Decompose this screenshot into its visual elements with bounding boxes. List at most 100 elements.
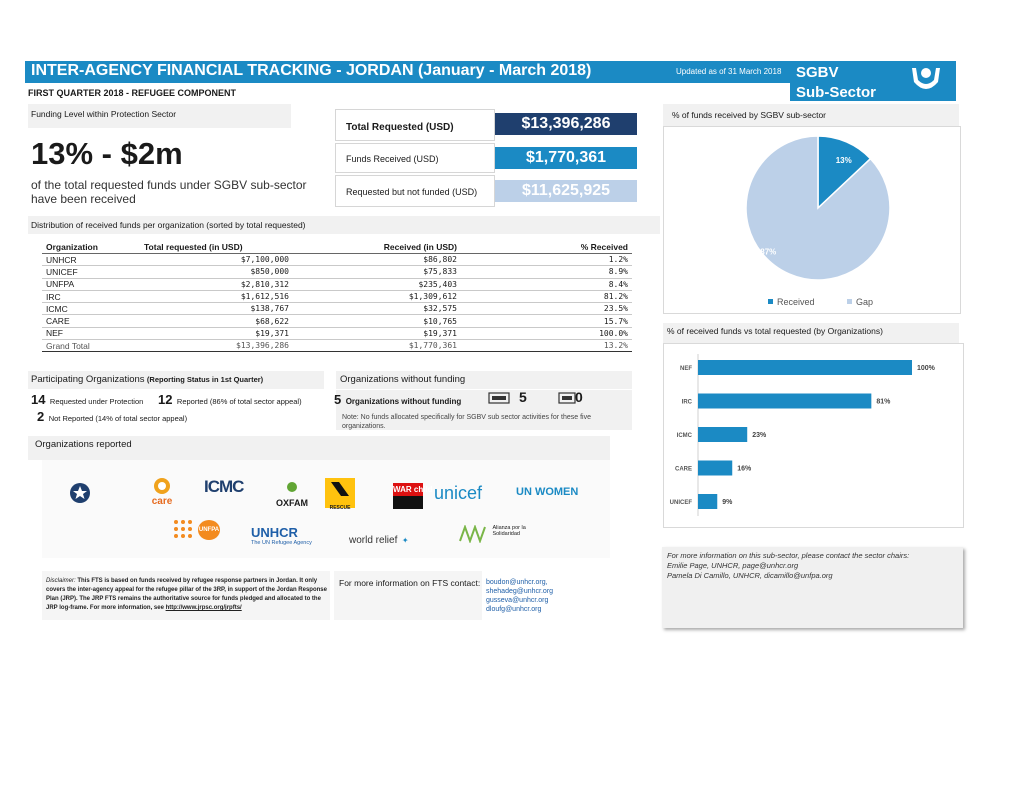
sector-contact-intro: For more information on this sub-sector,… — [667, 551, 910, 560]
orgs-reported-band — [28, 436, 610, 460]
participating-title: Participating Organizations — [31, 374, 145, 385]
fts-contact-panel — [334, 571, 482, 620]
table-row: UNICEF $850,000 $75,833 8.9% — [42, 265, 632, 279]
received-value: $1,770,361 — [495, 147, 637, 169]
warchild-logo-text: WAR child — [393, 483, 433, 496]
requested-count-item: 14 Requested under Protection — [31, 391, 143, 409]
bar-category-label: UNICEF — [670, 500, 693, 506]
table-row: ICMC $138,767 $32,575 23.5% — [42, 302, 632, 316]
disclaimer-title: Disclaimer: — [46, 578, 76, 584]
contact-email[interactable]: gusseva@unhcr.org — [486, 597, 549, 604]
distribution-band — [28, 216, 660, 234]
without-funding-panel — [336, 390, 632, 430]
reported-count-text: Reported (86% of total sector appeal) — [176, 397, 302, 406]
worldrelief-mark-icon: ✦ — [401, 536, 409, 545]
contact-email[interactable]: boudon@unhcr.org, — [486, 579, 548, 586]
table-header-row: Organization Total requested (in USD) Re… — [42, 241, 632, 254]
rescue-logo-text: RESCUE — [329, 505, 351, 511]
disclaimer-text: This FTS is based on funds received by r… — [46, 578, 327, 611]
bar-icmc — [698, 427, 748, 442]
legend-swatch — [847, 299, 852, 304]
table-total-row: Grand Total $13,396,286 $1,770,361 13.2% — [42, 339, 632, 353]
percent-cell: 15.7% — [461, 314, 632, 328]
org-cell: UNHCR — [42, 253, 140, 267]
received-cell: $235,403 — [293, 278, 461, 291]
care-logo-text: care — [151, 496, 173, 507]
percent-cell: 23.5% — [461, 302, 632, 316]
legend-swatch — [768, 299, 773, 304]
unfunded-label-box: Requested but not funded (USD) — [335, 175, 495, 207]
received-cell: $32,575 — [293, 302, 461, 316]
bar-chart: NEF 100% IRC 81% ICMC 23% CARE 16% UNICEF 9% — [670, 354, 936, 516]
sector-contact: For more information on this sub-sector,… — [667, 551, 909, 581]
total-received-cell: $1,770,361 — [293, 339, 461, 353]
ngo-count: 5 — [519, 389, 527, 405]
legend-label: Gap — [856, 297, 873, 307]
requested-count-text: Requested under Protection — [49, 397, 144, 406]
org-cell: UNFPA — [42, 278, 140, 291]
unfpa-dots-icon — [174, 520, 192, 538]
funding-headline: 13% - $2m — [31, 136, 183, 171]
rescue-logo: RESCUE — [325, 478, 355, 511]
bar-category-label: IRC — [682, 400, 693, 406]
requested-count: 14 — [31, 392, 46, 407]
percent-cell: 8.4% — [461, 278, 632, 291]
org-cell: NEF — [42, 327, 140, 341]
bar-care — [698, 460, 733, 476]
sector-name: SGBV Sub-Sector — [796, 63, 886, 103]
without-funding-note: Note: No funds allocated specifically fo… — [342, 414, 592, 430]
column-header: % Received — [461, 241, 632, 254]
orgs-reported-label: Organizations reported — [35, 439, 132, 450]
unhcr-logo-text: UNHCR — [251, 525, 298, 540]
bar-label-band — [663, 323, 959, 343]
subtitle: FIRST QUARTER 2018 - REFUGEE COMPONENT — [28, 88, 237, 98]
disclaimer-link[interactable]: http://www.jrpsc.org/jrpfts/ — [165, 605, 242, 611]
received-cell: $75,833 — [293, 265, 461, 279]
received-label-box: Funds Received (USD) — [335, 143, 495, 173]
requested-cell: $1,612,516 — [140, 290, 293, 304]
reported-count: 12 — [158, 392, 173, 407]
unicef-logo: unicef — [434, 483, 483, 503]
contact-email[interactable]: shehadeg@unhcr.org — [486, 588, 554, 595]
unfpa-logo: UNFPA — [198, 520, 220, 540]
pie-slice-received — [817, 135, 872, 210]
sector-box — [790, 61, 956, 101]
column-header: Total requested (in USD) — [140, 241, 293, 254]
requested-label-box: Total Requested (USD) — [335, 109, 495, 141]
bar-nef — [698, 360, 912, 375]
warchild-logo: WAR child — [393, 483, 433, 509]
requested-cell: $138,767 — [140, 302, 293, 316]
sector-contact-box — [662, 547, 963, 628]
bar-data-label: 23% — [752, 432, 767, 439]
bar-data-label: 81% — [876, 399, 891, 406]
disclaimer: Disclaimer: This FTS is based on funds r… — [46, 577, 328, 613]
reported-count-item: 12 Reported (86% of total sector appeal) — [158, 391, 302, 409]
bar-irc — [698, 393, 872, 409]
without-funding-count: 5 — [334, 392, 342, 407]
bar-data-label: 9% — [722, 499, 733, 506]
total-label-cell: Grand Total — [42, 339, 140, 353]
funding-level-band — [28, 104, 291, 128]
received-cell: $86,802 — [293, 253, 461, 267]
percent-cell: 1.2% — [461, 253, 632, 267]
total-requested-cell: $13,396,286 — [140, 339, 293, 353]
distribution-label: Distribution of received funds per organ… — [31, 220, 306, 230]
bar-unicef — [698, 494, 718, 509]
pie-chart-label: % of funds received by SGBV sub-sector — [672, 110, 827, 120]
table-row: UNFPA $2,810,312 $235,403 8.4% — [42, 278, 632, 291]
requested-cell: $2,810,312 — [140, 278, 293, 291]
sector-contact-chair: Emilie Page, UNHCR, page@unhcr.org — [667, 561, 799, 570]
funding-description: of the total requested funds under SGBV … — [31, 178, 307, 206]
logos-panel — [42, 460, 610, 558]
unwomen-logo: UN WOMEN — [516, 486, 579, 498]
table-row: IRC $1,612,516 $1,309,612 81.2% — [42, 290, 632, 304]
column-header: Organization — [42, 241, 140, 254]
oxfam-logo-text: OXFAM — [275, 498, 308, 508]
sector-contact-chair: Pamela Di Camillo, UNHCR, dicamillo@unfp… — [667, 571, 833, 580]
contact-email[interactable]: dloufg@unhcr.org — [486, 606, 542, 613]
updated-date: Updated as of 31 March 2018 — [676, 67, 782, 76]
oxfam-icon — [287, 482, 297, 492]
fts-contact-emails: boudon@unhcr.org, shehadeg@unhcr.org gus… — [486, 578, 553, 614]
percent-cell: 100.0% — [461, 327, 632, 341]
alianza-logo-text: Alianza por la Solidaridad — [492, 525, 526, 537]
